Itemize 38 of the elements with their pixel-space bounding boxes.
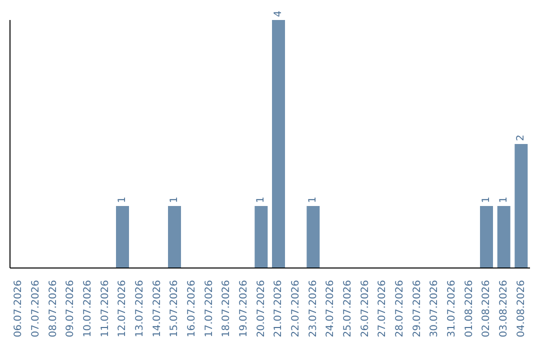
x-tick-label: 04.08.2026 xyxy=(516,280,527,338)
x-tick-label: 03.08.2026 xyxy=(498,280,510,338)
x-tick-label: 14.07.2026 xyxy=(152,280,163,338)
x-tick-label: 18.07.2026 xyxy=(221,280,232,338)
x-tick-label: 28.07.2026 xyxy=(394,280,406,338)
x-tick-label: 13.07.2026 xyxy=(134,280,146,338)
x-tick-label: 06.07.2026 xyxy=(13,280,24,338)
x-tick-label: 23.07.2026 xyxy=(308,280,319,338)
x-tick-label: 08.07.2026 xyxy=(48,280,59,338)
x-tick-label: 31.07.2026 xyxy=(446,280,458,338)
data-label: 1 xyxy=(498,196,510,203)
x-tick-label: 29.07.2026 xyxy=(412,280,423,338)
x-tick-label: 26.07.2026 xyxy=(360,280,371,338)
x-tick-label: 20.07.2026 xyxy=(256,280,267,338)
x-tick-label: 22.07.2026 xyxy=(290,280,302,338)
x-tick-label: 10.07.2026 xyxy=(82,280,94,338)
x-tick-label: 01.08.2026 xyxy=(464,280,475,338)
x-tick-label: 21.07.2026 xyxy=(273,280,284,338)
x-tick-label: 19.07.2026 xyxy=(238,280,250,338)
data-label: 1 xyxy=(308,196,319,203)
data-label: 1 xyxy=(256,196,267,203)
x-tick-label: 17.07.2026 xyxy=(204,280,215,338)
data-label: 4 xyxy=(273,10,284,17)
x-tick-label: 12.07.2026 xyxy=(117,280,128,338)
x-tick-label: 09.07.2026 xyxy=(65,280,76,338)
data-label: 1 xyxy=(117,196,128,203)
x-tick-label: 27.07.2026 xyxy=(377,280,388,338)
data-label: 2 xyxy=(516,134,527,141)
x-tick-label: 11.07.2026 xyxy=(100,280,111,338)
x-tick-label: 16.07.2026 xyxy=(186,280,198,338)
x-tick-label: 30.07.2026 xyxy=(429,280,440,338)
x-tick-label: 25.07.2026 xyxy=(342,280,354,338)
x-tick-label: 02.08.2026 xyxy=(481,280,492,338)
data-label: 1 xyxy=(481,196,492,203)
data-label: 1 xyxy=(169,196,180,203)
x-tick-label: 24.07.2026 xyxy=(325,280,336,338)
x-tick-label: 15.07.2026 xyxy=(169,280,180,338)
x-tick-label: 07.07.2026 xyxy=(30,280,42,338)
